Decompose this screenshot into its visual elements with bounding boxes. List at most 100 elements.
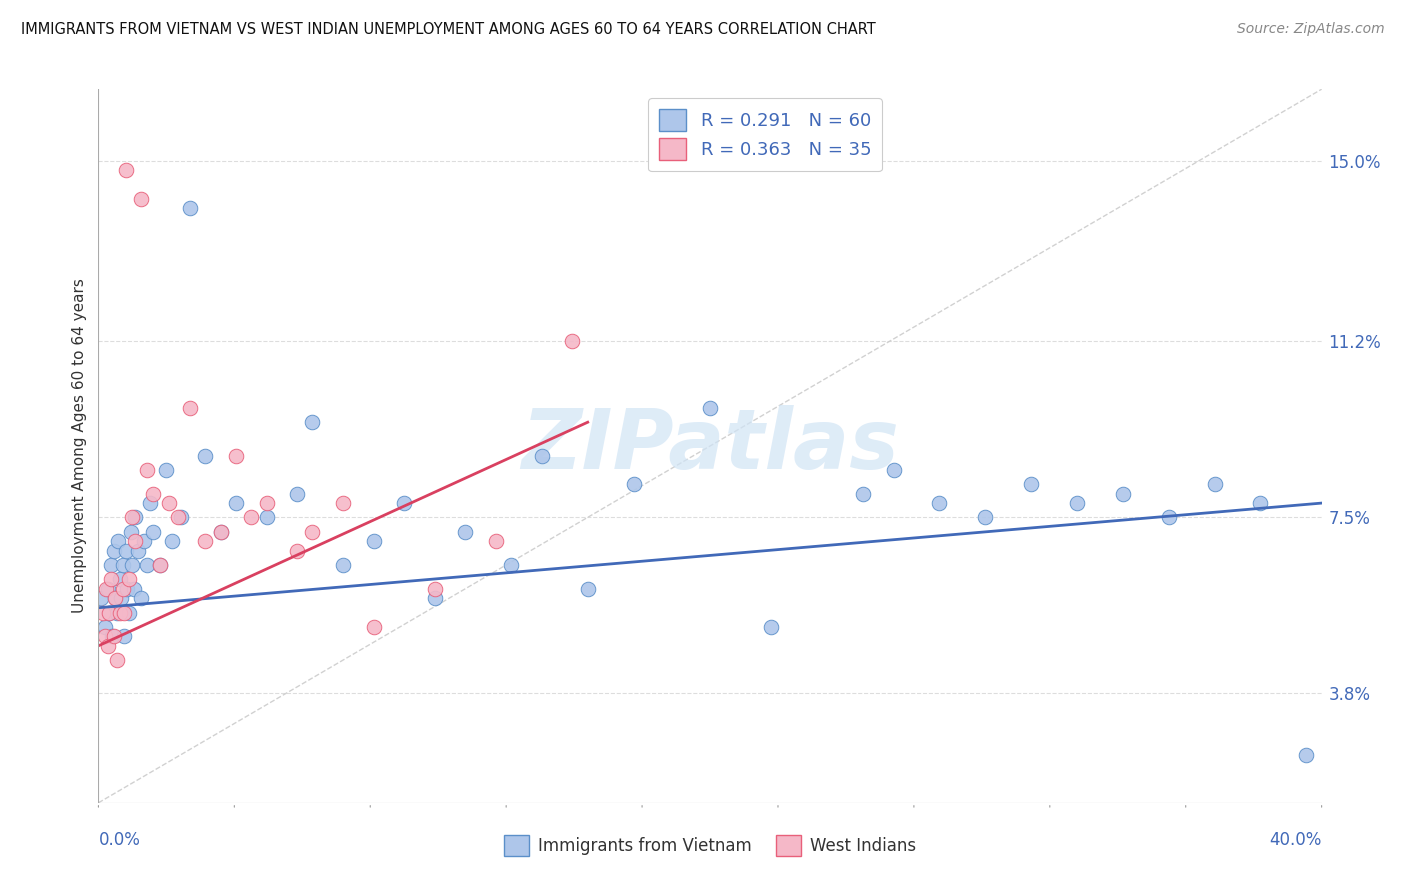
Point: [332, 558, 354, 572]
Point: [209, 524, 232, 539]
Point: [1019, 477, 1042, 491]
Point: [112, 629, 135, 643]
Point: [93, 629, 115, 643]
Point: [157, 496, 180, 510]
Point: [118, 606, 141, 620]
Point: [285, 543, 308, 558]
Point: [142, 486, 165, 500]
Point: [104, 591, 127, 606]
Point: [104, 591, 127, 606]
Point: [225, 449, 247, 463]
Point: [124, 510, 146, 524]
Point: [108, 572, 131, 586]
Point: [301, 524, 323, 539]
Point: [105, 653, 128, 667]
Point: [139, 496, 162, 510]
Point: [1112, 486, 1135, 500]
Point: [530, 449, 553, 463]
Point: [100, 572, 122, 586]
Point: [1204, 477, 1226, 491]
Point: [225, 496, 247, 510]
Point: [928, 496, 950, 510]
Point: [100, 558, 122, 572]
Point: [501, 558, 523, 572]
Point: [454, 524, 477, 539]
Point: [118, 572, 141, 586]
Y-axis label: Unemployment Among Ages 60 to 64 years: Unemployment Among Ages 60 to 64 years: [72, 278, 87, 614]
Point: [121, 558, 143, 572]
Point: [107, 534, 129, 549]
Point: [423, 582, 446, 596]
Point: [103, 543, 125, 558]
Point: [136, 463, 159, 477]
Point: [852, 486, 875, 500]
Point: [93, 620, 115, 634]
Point: [974, 510, 997, 524]
Text: IMMIGRANTS FROM VIETNAM VS WEST INDIAN UNEMPLOYMENT AMONG AGES 60 TO 64 YEARS CO: IMMIGRANTS FROM VIETNAM VS WEST INDIAN U…: [21, 22, 876, 37]
Point: [485, 534, 508, 549]
Point: [209, 524, 232, 539]
Point: [576, 582, 599, 596]
Point: [98, 606, 121, 620]
Point: [110, 591, 132, 606]
Point: [94, 582, 117, 596]
Point: [1066, 496, 1088, 510]
Legend: Immigrants from Vietnam, West Indians: Immigrants from Vietnam, West Indians: [498, 829, 922, 863]
Point: [699, 401, 721, 415]
Point: [115, 163, 138, 178]
Point: [149, 558, 172, 572]
Point: [623, 477, 645, 491]
Point: [115, 543, 138, 558]
Point: [111, 582, 134, 596]
Point: [134, 534, 156, 549]
Point: [761, 620, 783, 634]
Point: [136, 558, 159, 572]
Text: 40.0%: 40.0%: [1270, 831, 1322, 849]
Point: [423, 591, 446, 606]
Point: [194, 534, 217, 549]
Point: [194, 449, 217, 463]
Point: [301, 415, 323, 429]
Point: [179, 201, 201, 215]
Point: [97, 639, 120, 653]
Point: [285, 486, 308, 500]
Point: [105, 606, 128, 620]
Point: [120, 524, 142, 539]
Text: Source: ZipAtlas.com: Source: ZipAtlas.com: [1237, 22, 1385, 37]
Point: [101, 629, 124, 643]
Point: [155, 463, 177, 477]
Point: [129, 192, 152, 206]
Point: [1250, 496, 1272, 510]
Point: [363, 620, 385, 634]
Point: [1295, 748, 1317, 763]
Point: [112, 606, 135, 620]
Point: [129, 591, 152, 606]
Point: [1157, 510, 1180, 524]
Point: [127, 543, 149, 558]
Point: [256, 510, 278, 524]
Point: [90, 591, 112, 606]
Point: [160, 534, 183, 549]
Point: [142, 524, 165, 539]
Point: [240, 510, 263, 524]
Point: [179, 401, 201, 415]
Point: [167, 510, 190, 524]
Text: ZIPatlas: ZIPatlas: [522, 406, 898, 486]
Point: [561, 334, 583, 349]
Point: [98, 606, 121, 620]
Point: [332, 496, 354, 510]
Point: [363, 534, 385, 549]
Point: [392, 496, 416, 510]
Point: [170, 510, 193, 524]
Point: [149, 558, 172, 572]
Point: [121, 510, 143, 524]
Text: 0.0%: 0.0%: [98, 831, 141, 849]
Point: [883, 463, 905, 477]
Point: [111, 558, 134, 572]
Point: [117, 582, 139, 596]
Point: [97, 582, 120, 596]
Point: [256, 496, 278, 510]
Point: [103, 629, 125, 643]
Point: [108, 606, 131, 620]
Point: [122, 582, 145, 596]
